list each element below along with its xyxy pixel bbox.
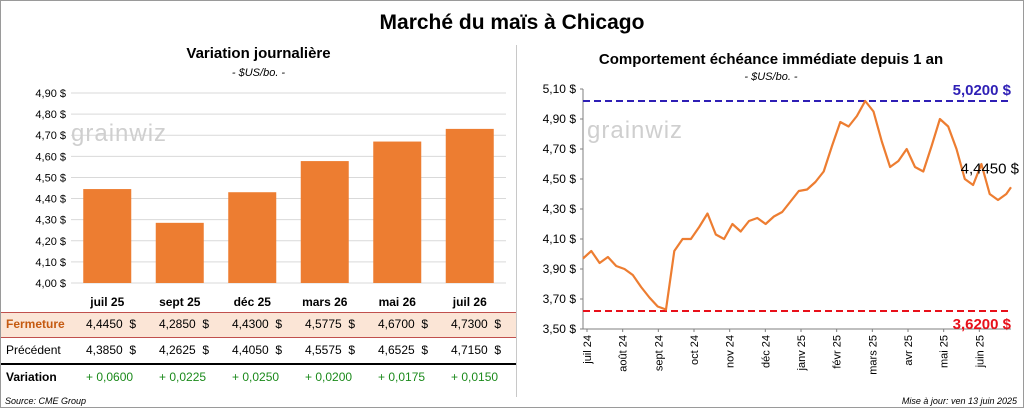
bar-category-label: déc 25: [234, 295, 272, 309]
line-chart-unit: - $US/bo. -: [744, 71, 798, 83]
table-cell: 4,2850 $: [159, 317, 210, 331]
line-chart-title: Comportement échéance immédiate depuis 1…: [598, 51, 944, 68]
line-y-tick-label: 4,50 $: [543, 172, 577, 186]
line-x-tick-label: août 24: [618, 335, 630, 372]
line-x-tick-label: déc 24: [760, 335, 772, 368]
bar-category-label: mars 26: [302, 295, 348, 309]
high-reference-label: 5,0200 $: [953, 82, 1012, 99]
line-y-tick-label: 4,10 $: [543, 232, 577, 246]
source-note: Source: CME Group: [5, 396, 87, 406]
table-cell: + 0,0250: [232, 370, 280, 384]
table-cell: 4,4450 $: [86, 317, 137, 331]
line-y-tick-label: 3,50 $: [543, 322, 577, 336]
bar-chart-title: Variation journalière: [186, 45, 331, 62]
table-cell: 4,4300 $: [232, 317, 283, 331]
bar-y-tick-label: 4,20 $: [35, 236, 66, 248]
bar-y-tick-label: 4,30 $: [35, 215, 66, 227]
panel-divider: [516, 45, 517, 397]
line-x-tick-label: juin 25: [974, 335, 986, 368]
table-cell: + 0,0150: [451, 370, 499, 384]
bar-y-tick-label: 4,60 $: [35, 151, 66, 163]
bar-3: [228, 192, 277, 283]
line-y-tick-label: 4,70 $: [543, 142, 577, 156]
table-row: Variation + 0,0600 + 0,0225 + 0,0250 + 0,020…: [1, 366, 516, 390]
bar-category-label: juil 26: [452, 295, 487, 309]
line-x-tick-label: sept 24: [653, 335, 665, 371]
bar-y-tick-label: 4,40 $: [35, 194, 66, 206]
line-x-tick-label: avr 25: [903, 335, 915, 366]
bar-y-tick-label: 4,10 $: [35, 257, 66, 269]
bar-1: [83, 189, 132, 283]
bar-category-label: sept 25: [159, 295, 201, 309]
line-x-tick-label: févr 25: [832, 335, 844, 369]
table-cell: + 0,0600: [86, 370, 134, 384]
last-value-label: 4,4450 $: [961, 160, 1020, 177]
price-series-line: [582, 99, 1012, 311]
line-y-tick-label: 5,10 $: [543, 82, 577, 96]
table-cell: 4,2625 $: [159, 343, 210, 357]
bar-5: [373, 141, 422, 283]
table-row: Précédent 4,3850 $ 4,2625 $ 4,4050 $ 4,5575 …: [1, 339, 516, 365]
line-y-tick-label: 3,90 $: [543, 262, 577, 276]
bar-y-tick-label: 4,80 $: [35, 109, 66, 121]
row-label: Variation: [6, 370, 57, 384]
bar-y-tick-label: 4,50 $: [35, 172, 66, 184]
bar-chart-unit: - $US/bo. -: [231, 67, 286, 79]
table-cell: 4,5575 $: [305, 343, 356, 357]
main-title: Marché du maïs à Chicago: [379, 11, 645, 34]
line-y-tick-label: 3,70 $: [543, 292, 577, 306]
table-cell: 4,7300 $: [451, 317, 502, 331]
row-label: Précédent: [6, 343, 61, 357]
bar-4: [300, 161, 349, 283]
line-x-tick-label: juil 24: [582, 335, 594, 365]
bar-chart: 4,00 $ 4,10 $ 4,20 $ 4,30 $ 4,40 $ 4,50 $ 4,60…: [35, 88, 506, 309]
bar-watermark: grainwiz: [71, 120, 167, 147]
line-x-tick-label: mai 25: [939, 335, 951, 368]
table-cell: + 0,0175: [378, 370, 426, 384]
bar-y-tick-label: 4,70 $: [35, 130, 66, 142]
bar-category-label: juil 25: [89, 295, 124, 309]
bar-y-tick-label: 4,00 $: [35, 278, 66, 290]
table-cell: 4,5775 $: [305, 317, 356, 331]
table-cell: 4,6525 $: [378, 343, 429, 357]
table-cell: + 0,0225: [159, 370, 207, 384]
table-cell: 4,7150 $: [451, 343, 502, 357]
line-watermark: grainwiz: [587, 117, 683, 144]
bar-2: [155, 222, 204, 283]
line-x-tick-label: janv 25: [796, 335, 808, 371]
table-cell: 4,4050 $: [232, 343, 283, 357]
table-cell: + 0,0200: [305, 370, 353, 384]
line-x-tick-label: mars 25: [867, 335, 879, 375]
line-x-tick-label: nov 24: [725, 335, 737, 368]
table-cell: 4,3850 $: [86, 343, 137, 357]
table-row: Fermeture 4,4450 $ 4,2850 $ 4,4300 $ 4,5775 …: [1, 312, 516, 338]
line-y-tick-label: 4,30 $: [543, 202, 577, 216]
bar-y-tick-label: 4,90 $: [35, 88, 66, 100]
line-x-tick-label: oct 24: [689, 335, 701, 365]
row-label: Fermeture: [6, 317, 65, 331]
table-cell: 4,6700 $: [378, 317, 429, 331]
bar-6: [445, 128, 494, 283]
bar-category-label: mai 26: [379, 295, 417, 309]
line-y-tick-label: 4,90 $: [543, 112, 577, 126]
update-note: Mise à jour: ven 13 juin 2025: [901, 396, 1017, 406]
low-reference-label: 3,6200 $: [953, 316, 1012, 333]
